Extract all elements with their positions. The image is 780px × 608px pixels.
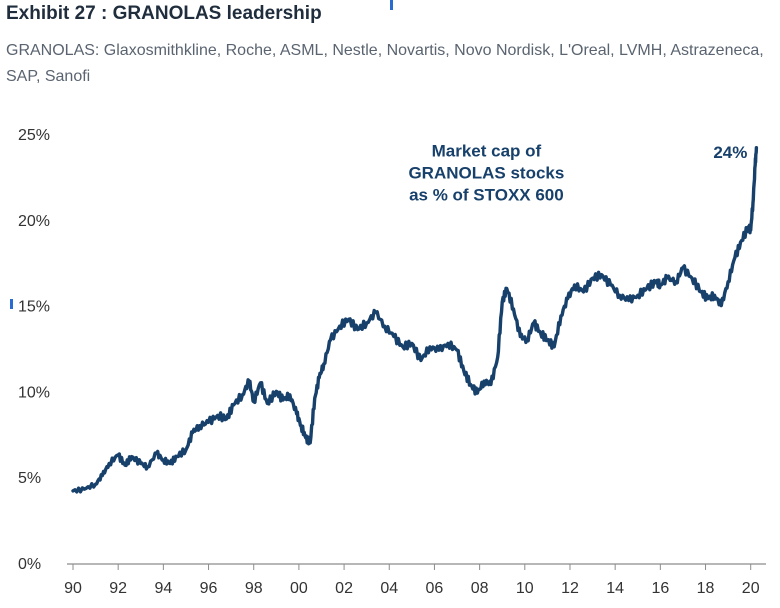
x-tick-label: 00 [290,580,308,597]
chart-subtitle: GRANOLAS: Glaxosmithkline, Roche, ASML, … [6,42,764,85]
x-tick-label: 98 [245,580,263,597]
plot-area [71,145,759,494]
end-value-label: 24% [713,143,747,162]
x-tick-label: 06 [426,580,444,597]
x-tick-label: 90 [64,580,82,597]
x-tick-label: 12 [561,580,579,597]
y-tick-label: 25% [18,127,50,144]
y-tick-label: 5% [18,470,41,487]
x-tick-label: 08 [471,580,489,597]
x-axis: 90 92 94 96 98 00 02 04 06 08 10 12 14 16 18 20 [64,563,766,597]
annotations: Market cap of GRANOLAS stocks as % of STOX… [408,141,747,204]
x-tick-label: 16 [651,580,669,597]
y-tick-label: 10% [18,384,50,401]
x-tick-label: 14 [606,580,624,597]
chart-annotation: Market cap of GRANOLAS stocks as % of STOX… [408,141,564,204]
x-tick-label: 02 [335,580,353,597]
y-tick-label: 20% [18,213,50,230]
series-line [71,145,759,494]
x-tick-label: 04 [380,580,398,597]
x-tick-label: 96 [200,580,218,597]
x-tick-label: 94 [154,580,172,597]
accent-tick-mark [390,0,393,10]
y-axis-labels: 0% 5% 10% 15% 20% 25% [18,127,50,573]
x-tick-label: 10 [516,580,534,597]
accent-tick-mark [10,299,13,309]
y-tick-label: 0% [18,556,41,573]
chart-title: Exhibit 27 : GRANOLAS leadership [6,3,322,24]
x-tick-label: 18 [697,580,715,597]
x-tick-label: 92 [109,580,127,597]
x-tick-label: 20 [742,580,760,597]
y-tick-label: 15% [18,299,50,316]
